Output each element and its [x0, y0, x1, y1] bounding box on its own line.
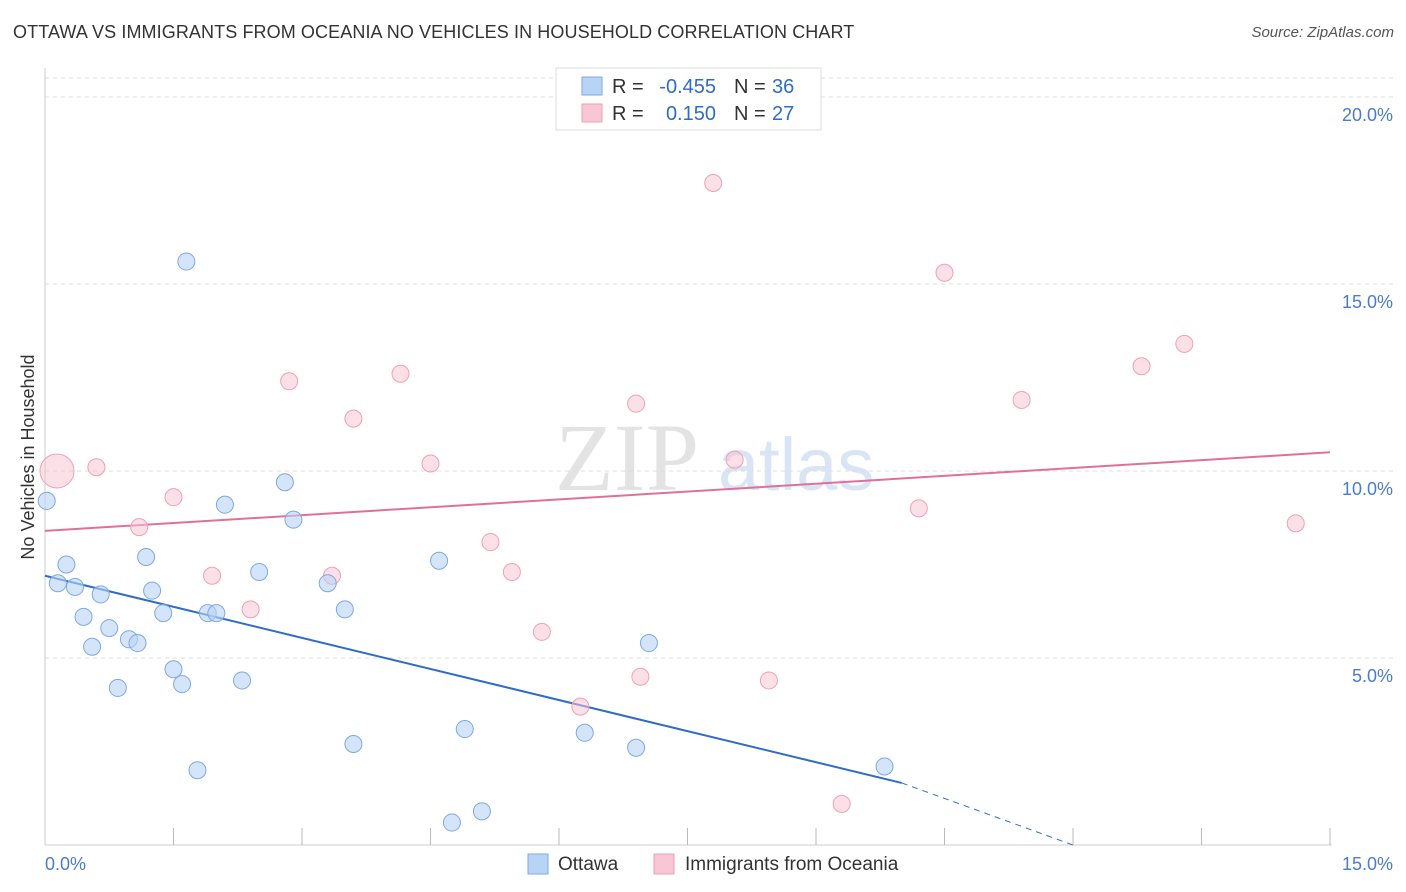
point-ottawa — [188, 761, 207, 780]
point-oceania — [502, 562, 521, 581]
point-ottawa — [344, 735, 363, 754]
point-oceania — [631, 667, 650, 686]
point-ottawa — [335, 600, 354, 619]
point-oceania — [130, 518, 149, 537]
point-oceania — [1012, 390, 1031, 409]
point-oceania — [87, 458, 106, 477]
point-ottawa — [91, 585, 110, 604]
trend-line-ottawa-extension — [901, 782, 1074, 846]
point-ottawa — [442, 813, 461, 832]
point-oceania — [280, 372, 299, 391]
point-ottawa — [430, 551, 449, 570]
bottom-legend-label-ottawa: Ottawa — [558, 854, 619, 875]
bottom-legend-swatch-oceania — [653, 853, 675, 875]
point-ottawa — [875, 757, 894, 776]
point-oceania — [203, 566, 222, 585]
x-tick-label-max: 15.0% — [1342, 854, 1393, 874]
x-tick-label-min: 0.0% — [45, 854, 86, 874]
point-oceania — [909, 499, 928, 518]
point-oceania — [532, 622, 551, 641]
point-ottawa — [177, 252, 196, 271]
point-ottawa — [154, 604, 173, 623]
point-ottawa — [472, 802, 491, 821]
legend-swatch-oceania — [581, 103, 603, 123]
point-oceania — [481, 533, 500, 552]
point-oceania — [421, 454, 440, 473]
point-ottawa — [639, 634, 658, 653]
point-oceania — [391, 364, 410, 383]
point-ottawa — [65, 577, 84, 596]
legend-n-label-oceania: N = — [734, 103, 766, 125]
point-oceania — [1175, 334, 1194, 353]
trend-line-ottawa — [44, 574, 902, 784]
point-ottawa — [108, 678, 127, 697]
watermark-atlas: atlas — [718, 423, 874, 506]
point-ottawa — [275, 473, 294, 492]
point-ottawa — [207, 604, 226, 623]
point-oceania — [1132, 357, 1151, 376]
legend-swatch-ottawa — [581, 76, 603, 96]
bottom-legend-swatch-ottawa — [527, 853, 549, 875]
trend-lines — [44, 451, 1331, 846]
y-axis-label: No Vehicles in Household — [18, 354, 38, 559]
data-points — [37, 174, 1305, 832]
point-ottawa — [83, 637, 102, 656]
point-oceania — [725, 450, 744, 469]
y-tick-label: 5.0% — [1352, 666, 1393, 686]
point-ottawa — [57, 555, 76, 574]
legend-r-value-oceania: 0.150 — [666, 103, 716, 125]
x-ticks — [173, 828, 1331, 845]
legend-r-label-oceania: R = — [612, 103, 644, 125]
point-ottawa — [143, 581, 162, 600]
series-legend: Ottawa Immigrants from Oceania — [527, 853, 899, 875]
axes — [44, 68, 1332, 846]
point-oceania — [1286, 514, 1305, 533]
point-oceania — [627, 394, 646, 413]
point-oceania — [241, 600, 260, 619]
chart-source: Source: ZipAtlas.com — [1251, 24, 1394, 41]
y-tick-label: 20.0% — [1342, 105, 1393, 125]
legend-r-value-ottawa: -0.455 — [659, 76, 716, 98]
chart-title: OTTAWA VS IMMIGRANTS FROM OCEANIA NO VEH… — [13, 22, 855, 42]
point-oceania — [571, 697, 590, 716]
point-ottawa — [164, 660, 183, 679]
legend-r-label-ottawa: R = — [612, 76, 644, 98]
grid-lines — [45, 77, 1393, 659]
point-ottawa — [137, 548, 156, 567]
point-ottawa — [128, 634, 147, 653]
point-ottawa — [250, 562, 269, 581]
y-tick-label: 10.0% — [1342, 479, 1393, 499]
trend-line-oceania — [44, 451, 1331, 532]
legend-n-value-oceania: 27 — [772, 103, 794, 125]
point-ottawa — [627, 738, 646, 757]
point-ottawa — [455, 720, 474, 739]
bottom-legend-label-oceania: Immigrants from Oceania — [685, 854, 899, 875]
point-ottawa — [100, 619, 119, 638]
point-oceania — [832, 794, 851, 813]
correlation-legend: R = -0.455 N = 36 R = 0.150 N = 27 — [555, 67, 822, 131]
point-oceania — [344, 409, 363, 428]
point-ottawa — [215, 495, 234, 514]
point-ottawa — [233, 671, 252, 690]
point-ottawa — [575, 723, 594, 742]
point-oceania — [759, 671, 778, 690]
y-tick-labels: 5.0% 10.0% 15.0% 20.0% — [1342, 105, 1393, 686]
point-ottawa — [48, 574, 67, 593]
point-ottawa — [74, 607, 93, 626]
legend-n-value-ottawa: 36 — [772, 76, 794, 98]
point-ottawa — [284, 510, 303, 529]
point-ottawa — [318, 574, 337, 593]
y-tick-label: 15.0% — [1342, 292, 1393, 312]
point-oceania — [164, 488, 183, 507]
point-oceania — [935, 263, 954, 282]
point-ottawa — [173, 675, 192, 694]
point-oceania — [704, 174, 723, 193]
point-oceania — [39, 453, 75, 489]
legend-n-label-ottawa: N = — [734, 76, 766, 98]
point-ottawa — [37, 491, 56, 510]
